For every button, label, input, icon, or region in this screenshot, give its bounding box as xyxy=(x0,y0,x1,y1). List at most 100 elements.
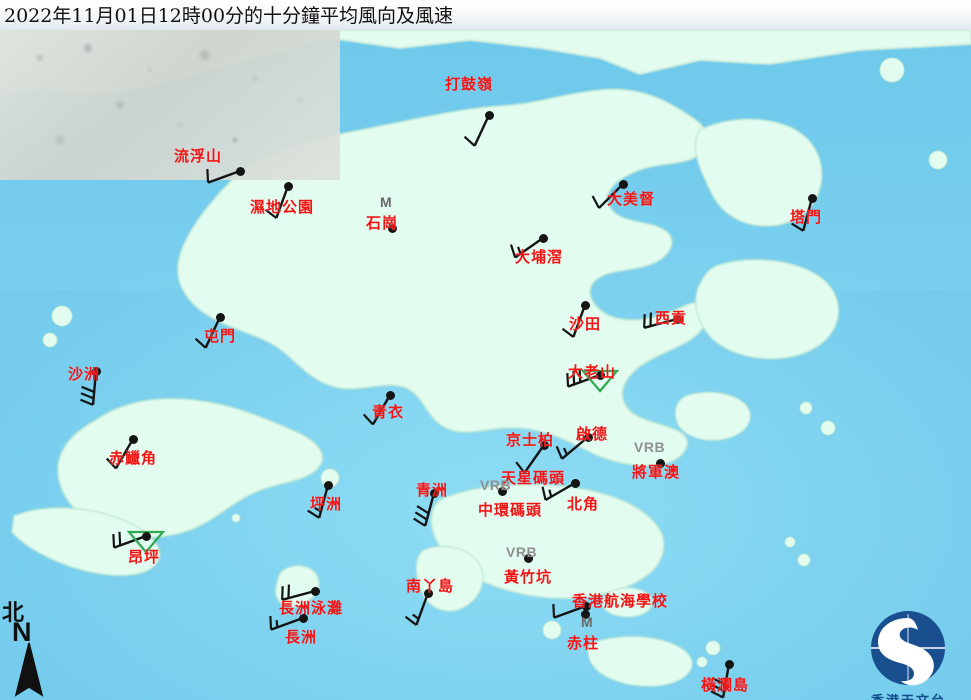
barb-shaft xyxy=(553,604,587,619)
barb-shaft xyxy=(544,481,576,502)
barb-full-feather xyxy=(572,370,576,385)
barb-half-feather xyxy=(275,620,279,628)
station-dot xyxy=(91,366,101,376)
station-label: 青衣 xyxy=(372,403,405,421)
wind-barb xyxy=(404,592,430,626)
station-label: 香港航海學校 xyxy=(572,592,669,610)
barb-shaft xyxy=(572,304,587,338)
station-dot xyxy=(672,314,682,324)
barb-full-feather xyxy=(80,398,94,406)
station-label: 屯門 xyxy=(204,327,237,345)
land-islet-11 xyxy=(879,57,905,83)
station-label: 大老山 xyxy=(568,363,617,381)
barb-full-feather xyxy=(710,690,724,699)
wind-barb xyxy=(80,370,98,406)
barb-half-feather xyxy=(517,246,522,255)
barb-full-feather xyxy=(591,195,600,209)
hko-logo: 香港天文台 HONG KONG OBSERVATORY xyxy=(846,608,971,700)
barb-shaft xyxy=(275,185,290,219)
title-bar: 2022年11月01日12時00分的十分鐘平均風向及風速 xyxy=(0,0,971,30)
barb-shaft xyxy=(91,370,98,405)
barb-shaft xyxy=(514,237,544,259)
barb-half-feather xyxy=(562,447,568,456)
barb-full-feather xyxy=(281,586,284,600)
land-lantau xyxy=(57,398,324,539)
land-ninepin xyxy=(674,391,751,441)
station-dot xyxy=(538,233,548,243)
wind-barb xyxy=(555,436,589,460)
station-dot xyxy=(141,531,151,541)
wind-barb xyxy=(194,316,222,349)
station-label: 天星碼頭 xyxy=(501,469,566,487)
barb-shaft xyxy=(523,444,545,474)
land-po-toi xyxy=(587,636,693,687)
station-label: 長洲 xyxy=(285,628,318,646)
station-label: 青洲 xyxy=(416,481,449,499)
station-label: 啟德 xyxy=(576,425,609,443)
map-canvas[interactable]: 打鼓嶺 流浮山 濕地公園 M 石崗 大美督 塔門 大埔滘 沙田 西貢 大老山 屯門 沙洲 赤鱲角 青衣 坪洲 青… xyxy=(0,30,971,700)
station-dot xyxy=(484,110,494,120)
station-dot xyxy=(215,312,225,322)
station-label: 橫瀾島 xyxy=(701,676,750,694)
wind-barb xyxy=(643,312,678,329)
land-islet-1 xyxy=(542,620,562,640)
barb-shaft xyxy=(113,534,147,549)
station-dot xyxy=(387,223,397,233)
barb-full-feather xyxy=(264,208,278,219)
wind-barb xyxy=(307,484,330,519)
compass-north-cn: 北 xyxy=(2,600,25,626)
wind-barb xyxy=(264,185,290,219)
barb-shaft xyxy=(598,183,624,209)
compass-north-en: N xyxy=(12,617,32,647)
station-dot xyxy=(323,480,333,490)
station-dot xyxy=(595,370,605,380)
land-islet-5 xyxy=(820,420,836,436)
barb-full-feather xyxy=(561,327,575,338)
barb-full-feather xyxy=(515,461,526,474)
variable-wind-label: VRB xyxy=(480,477,512,493)
barb-shaft xyxy=(371,394,392,426)
barb-full-feather xyxy=(791,222,804,232)
barb-full-feather xyxy=(287,584,291,599)
barb-full-feather xyxy=(206,168,210,183)
station-dot xyxy=(429,488,439,498)
barb-shaft xyxy=(318,484,330,519)
land-south-islands xyxy=(601,587,653,618)
barb-full-feather xyxy=(552,603,556,618)
wind-barb xyxy=(206,168,241,184)
wind-barb xyxy=(710,663,731,699)
station-label: 濕地公園 xyxy=(250,198,315,216)
station-label: 大埔滘 xyxy=(515,248,564,266)
barb-full-feather xyxy=(414,511,428,521)
barb-full-feather xyxy=(404,615,418,626)
barb-shaft xyxy=(561,436,589,460)
missing-data-label: M xyxy=(581,614,593,630)
satellite-imagery-patch xyxy=(0,30,340,180)
barb-shaft xyxy=(567,373,601,388)
wind-barb xyxy=(561,304,587,338)
barb-full-feather xyxy=(711,683,725,693)
station-dot xyxy=(618,179,628,189)
barb-full-feather xyxy=(80,392,95,400)
barb-shaft xyxy=(281,589,316,601)
barb-full-feather xyxy=(362,413,374,426)
variable-wind-label: VRB xyxy=(634,439,666,455)
barb-shaft xyxy=(270,616,304,631)
wind-barb xyxy=(281,584,316,601)
land-islet-12 xyxy=(231,513,241,523)
station-label: 北角 xyxy=(567,495,600,513)
station-dot xyxy=(298,613,308,623)
barb-shaft xyxy=(721,663,731,698)
barb-shaft xyxy=(424,492,436,527)
station-label: 石崗 xyxy=(366,214,399,232)
land-islet-9 xyxy=(42,332,58,348)
station-dot xyxy=(581,601,591,611)
station-label: 將軍澳 xyxy=(632,463,681,481)
station-label: 赤鱲角 xyxy=(109,449,158,467)
station-dot xyxy=(655,458,665,468)
barb-full-feather xyxy=(649,312,653,327)
station-label: 塔門 xyxy=(790,208,823,226)
station-label: 京士柏 xyxy=(506,431,555,449)
wind-barb xyxy=(413,492,436,527)
